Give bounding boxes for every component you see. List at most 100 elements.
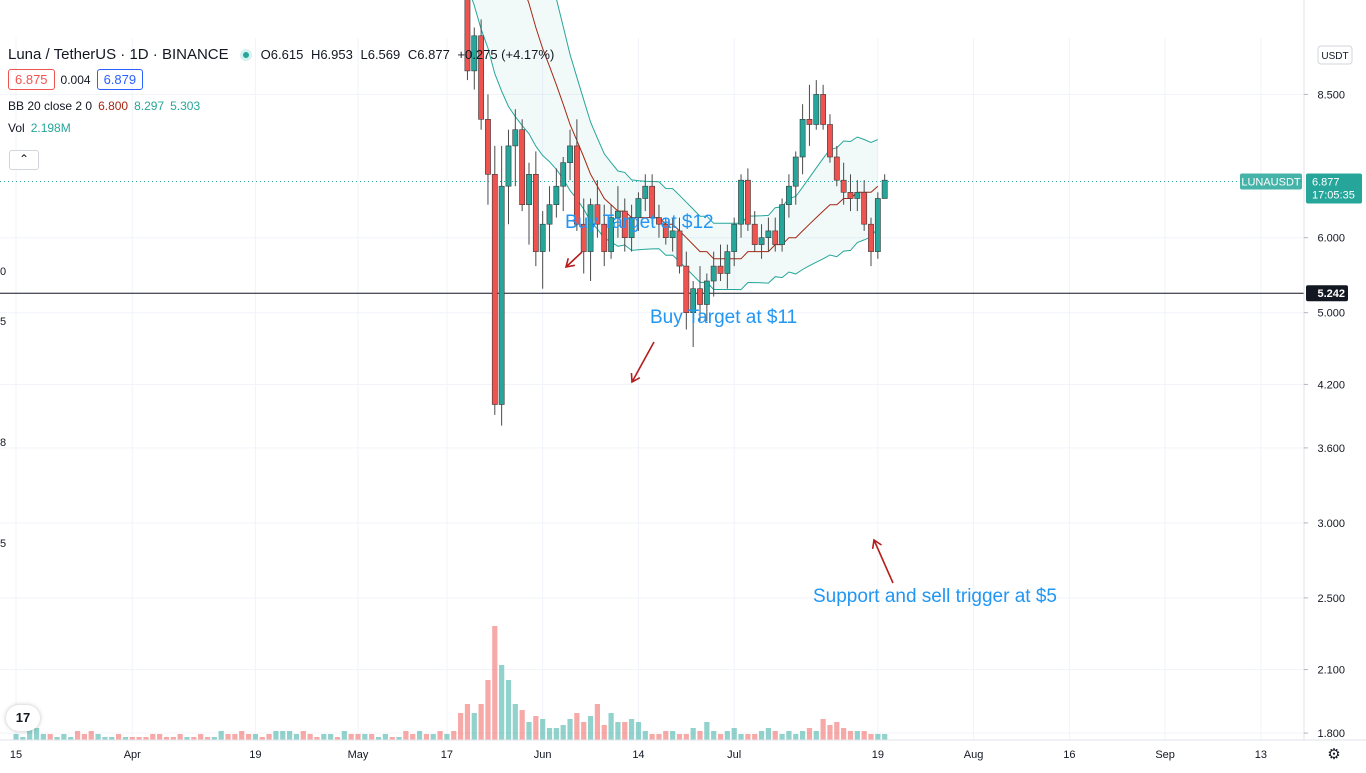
sell-price-button[interactable]: 6.875: [8, 69, 55, 90]
volume-bar: [136, 737, 142, 740]
volume-bar: [430, 734, 436, 740]
left-edge-label: 5: [0, 316, 6, 328]
candle: [697, 266, 703, 321]
low-value: L6.569: [360, 47, 401, 62]
volume-bar: [772, 731, 778, 740]
symbol-title[interactable]: Luna / TetherUS · 1D · BINANCE: [8, 46, 229, 63]
volume-bar: [567, 719, 573, 740]
volume-bar: [820, 719, 826, 740]
candle-body: [580, 223, 587, 252]
volume-bar: [204, 737, 211, 740]
volume-bar: [20, 737, 26, 740]
candle-body: [779, 204, 785, 245]
volume-bar: [102, 737, 108, 740]
volume-bar: [492, 626, 498, 740]
tradingview-logo[interactable]: 17: [6, 705, 40, 731]
volume-bar: [512, 704, 518, 740]
candle-body: [649, 185, 656, 218]
candle-body: [820, 94, 827, 125]
volume-bar: [841, 728, 847, 740]
time-tick-label: 15: [10, 749, 22, 761]
volume-bar: [252, 734, 258, 740]
candle: [553, 168, 560, 218]
gear-icon[interactable]: ⚙: [1327, 746, 1340, 763]
candle-body: [827, 124, 833, 158]
candle-body: [799, 119, 806, 158]
candle-body: [697, 288, 703, 305]
time-tick-label: 19: [249, 749, 261, 761]
chevron-up-icon: ⌃: [18, 152, 30, 166]
volume-bar: [882, 734, 888, 740]
buy-price-button[interactable]: 6.879: [96, 69, 144, 90]
candle: [806, 84, 813, 146]
candle: [539, 211, 546, 289]
candle: [628, 204, 635, 252]
volume-bar: [369, 734, 375, 740]
candle-body: [587, 204, 594, 252]
candle-body: [498, 185, 505, 405]
candle: [792, 151, 799, 205]
volume-bar: [375, 737, 382, 740]
candle-body: [881, 179, 888, 199]
collapse-legend-button[interactable]: ⌃: [9, 150, 39, 170]
annotation-arrow: [565, 251, 583, 268]
volume-bar: [410, 734, 416, 740]
bollinger-bands: [471, 0, 879, 291]
candle-body: [806, 119, 813, 125]
candle: [724, 244, 731, 289]
price-tick-label: 2.100: [1317, 665, 1345, 677]
candle: [642, 174, 649, 212]
candle-body: [676, 230, 683, 267]
volume-bar: [663, 731, 669, 740]
volume-bar: [731, 728, 737, 740]
volume-bar: [649, 734, 655, 740]
time-tick-label: Apr: [124, 749, 141, 761]
volume-bar: [471, 713, 477, 740]
currency-badge: [1317, 45, 1353, 65]
candle: [546, 186, 553, 252]
volume-bar: [150, 734, 156, 740]
candle-body: [751, 223, 758, 245]
close-value: C6.877: [407, 47, 450, 62]
bb-upper-value: 8.297: [134, 99, 165, 113]
candle-body: [621, 210, 628, 239]
candle: [478, 19, 485, 130]
candle-body: [505, 145, 512, 187]
symbol-tag: [1240, 173, 1302, 190]
candle-body: [519, 129, 526, 205]
volume-bar: [163, 737, 170, 740]
volume-bar: [581, 722, 587, 740]
candle: [567, 129, 573, 181]
candle: [621, 198, 628, 252]
bb-indicator-row[interactable]: BB 20 close 2 0 6.800 8.297 5.303: [8, 99, 554, 113]
candle: [594, 180, 601, 238]
time-tick-label: Jul: [727, 749, 741, 761]
annotation-arrowhead: [564, 258, 575, 269]
candle-body: [656, 217, 662, 225]
candle: [649, 174, 656, 225]
volume-bar: [594, 704, 600, 740]
candle-body: [553, 185, 560, 205]
candle-body: [662, 223, 669, 238]
bb-fill: [472, 0, 878, 290]
time-axis-bg: [0, 740, 1366, 768]
volume-bar: [724, 731, 730, 740]
price-tick-label: 5.000: [1317, 308, 1345, 320]
volume-indicator-row[interactable]: Vol 2.198M: [8, 121, 554, 135]
volume-bar: [765, 728, 771, 740]
candle: [676, 217, 683, 274]
candle-body: [491, 174, 498, 405]
volume-bar: [88, 731, 94, 740]
candle: [485, 94, 491, 205]
candle: [491, 145, 498, 415]
change-value: +0.275 (+4.17%): [457, 47, 555, 62]
volume-bar: [348, 734, 354, 740]
annotation-text: Buy Target at $12: [565, 212, 714, 233]
level-price-label: 5.242: [1317, 288, 1345, 300]
candle-body: [738, 179, 744, 225]
grid-lines: [0, 38, 1304, 740]
candle-body: [854, 192, 861, 199]
